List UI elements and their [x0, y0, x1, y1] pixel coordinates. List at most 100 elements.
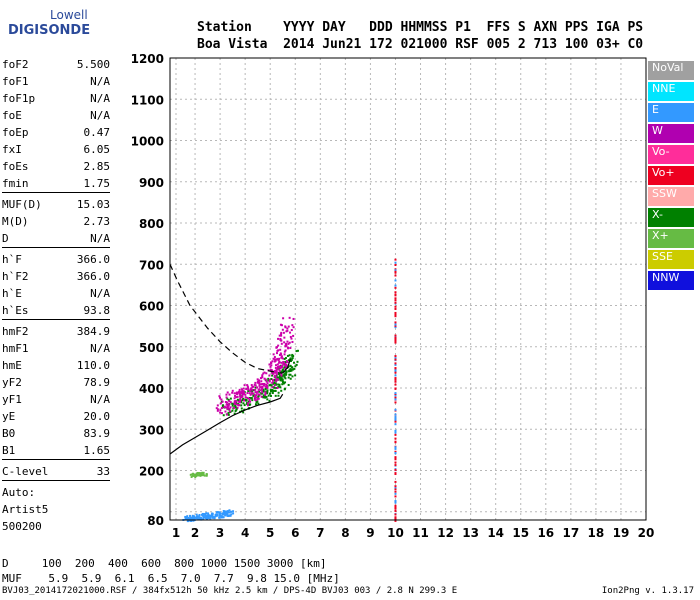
trace-point-es [230, 513, 233, 516]
trace-point-o [225, 403, 228, 406]
trace-point-x [266, 392, 269, 395]
x-tick-label: 17 [562, 526, 579, 540]
trace-point-es [195, 517, 198, 520]
param-label: foF1p [2, 92, 36, 105]
trace-point-o [255, 391, 258, 394]
param-value: 384.9 [76, 325, 110, 338]
trace-point-o [288, 316, 291, 319]
trace-point-o [228, 410, 231, 413]
trace-point-x [240, 407, 243, 410]
trace-point-o [220, 407, 223, 410]
trace-point-x [227, 413, 230, 416]
trace-point-es [215, 513, 218, 516]
trace-point-x [290, 358, 293, 361]
trace-point-es [204, 514, 207, 517]
trace-point-o [261, 374, 264, 377]
trace-point-o [276, 386, 279, 389]
param-label: C-level [2, 465, 49, 478]
interference-point [394, 437, 397, 440]
trace-point-o [226, 407, 229, 410]
x-tick-label: 7 [316, 526, 324, 540]
trace-point-o [268, 374, 271, 377]
trace-point-o [236, 406, 239, 409]
trace-point-x [287, 359, 290, 362]
interference-point [394, 338, 397, 341]
trace-point-o [287, 342, 290, 345]
trace-point-x [245, 398, 248, 401]
interference-point [394, 492, 397, 495]
param-label: foF1 [2, 75, 29, 88]
trace-point-o [286, 329, 289, 332]
trace-point-es [187, 516, 190, 519]
trace-point-es [211, 515, 214, 518]
trace-point-o [286, 346, 289, 349]
trace-point-x [222, 405, 225, 408]
trace-point-o [278, 360, 281, 363]
trace-point-x [292, 361, 295, 364]
trace-point-o [278, 365, 281, 368]
interference-point [394, 279, 397, 282]
trace-point-o [280, 366, 283, 369]
trace-point-o [221, 400, 224, 403]
param-row: foF2 5.500 [2, 56, 110, 73]
trace-point-o [232, 406, 235, 409]
interference-point [394, 299, 397, 302]
trace-point-es [222, 516, 225, 519]
trace-point-x [267, 394, 270, 397]
trace-point-x [226, 397, 229, 400]
trace-point-es [212, 516, 215, 519]
profile-extrapolation [169, 264, 283, 374]
trace-point-es [193, 518, 196, 521]
trace-point-x [283, 374, 286, 377]
trace-point-x [292, 368, 295, 371]
param-label: B1 [2, 444, 16, 457]
interference-point [394, 284, 397, 287]
param-value: 5.500 [76, 58, 110, 71]
trace-point-o [236, 403, 239, 406]
trace-point-x [284, 381, 287, 384]
param-label: MUF(D) [2, 198, 42, 211]
trace-point-x [279, 379, 282, 382]
trace-point-x [289, 373, 292, 376]
trace-point-es [225, 510, 228, 513]
profile-connector [282, 358, 291, 374]
param-value: 93.8 [83, 304, 111, 317]
trace-point-x [277, 383, 280, 386]
trace-point-x [269, 392, 272, 395]
trace-point-x [280, 378, 283, 381]
trace-point-x [291, 357, 294, 360]
legend-item: X+ [648, 229, 694, 248]
x-tick-label: 19 [613, 526, 630, 540]
interference-point [394, 355, 397, 358]
param-row: hmF1 N/A [2, 340, 110, 357]
trace-point-o [276, 366, 279, 369]
trace-point-es [222, 510, 225, 513]
trace-point-x [234, 406, 237, 409]
trace-point-o [226, 391, 229, 394]
param-label: fmin [2, 177, 29, 190]
trace-point-o [272, 357, 275, 360]
trace-point-x [242, 397, 245, 400]
interference-point [394, 413, 397, 416]
interference-point [394, 324, 397, 327]
param-value: N/A [90, 109, 110, 122]
trace-point-o [266, 385, 269, 388]
trace-point-es [221, 515, 224, 518]
param-row: h`E N/A [2, 285, 110, 302]
trace-point-o [260, 383, 263, 386]
param-label: foEp [2, 126, 29, 139]
param-value: 366.0 [76, 253, 110, 266]
trace-point-x [242, 402, 245, 405]
interference-point [394, 447, 397, 450]
trace-point-o [224, 401, 227, 404]
interference-point [394, 517, 397, 520]
trace-point-o [256, 381, 259, 384]
trace-point-x [254, 386, 257, 389]
trace-point-o [258, 381, 261, 384]
interference-point [394, 263, 397, 266]
trace-point-x [274, 389, 277, 392]
param-value: 2.85 [83, 160, 111, 173]
y-tick-label: 1100 [131, 93, 164, 107]
interference-point [394, 415, 397, 418]
